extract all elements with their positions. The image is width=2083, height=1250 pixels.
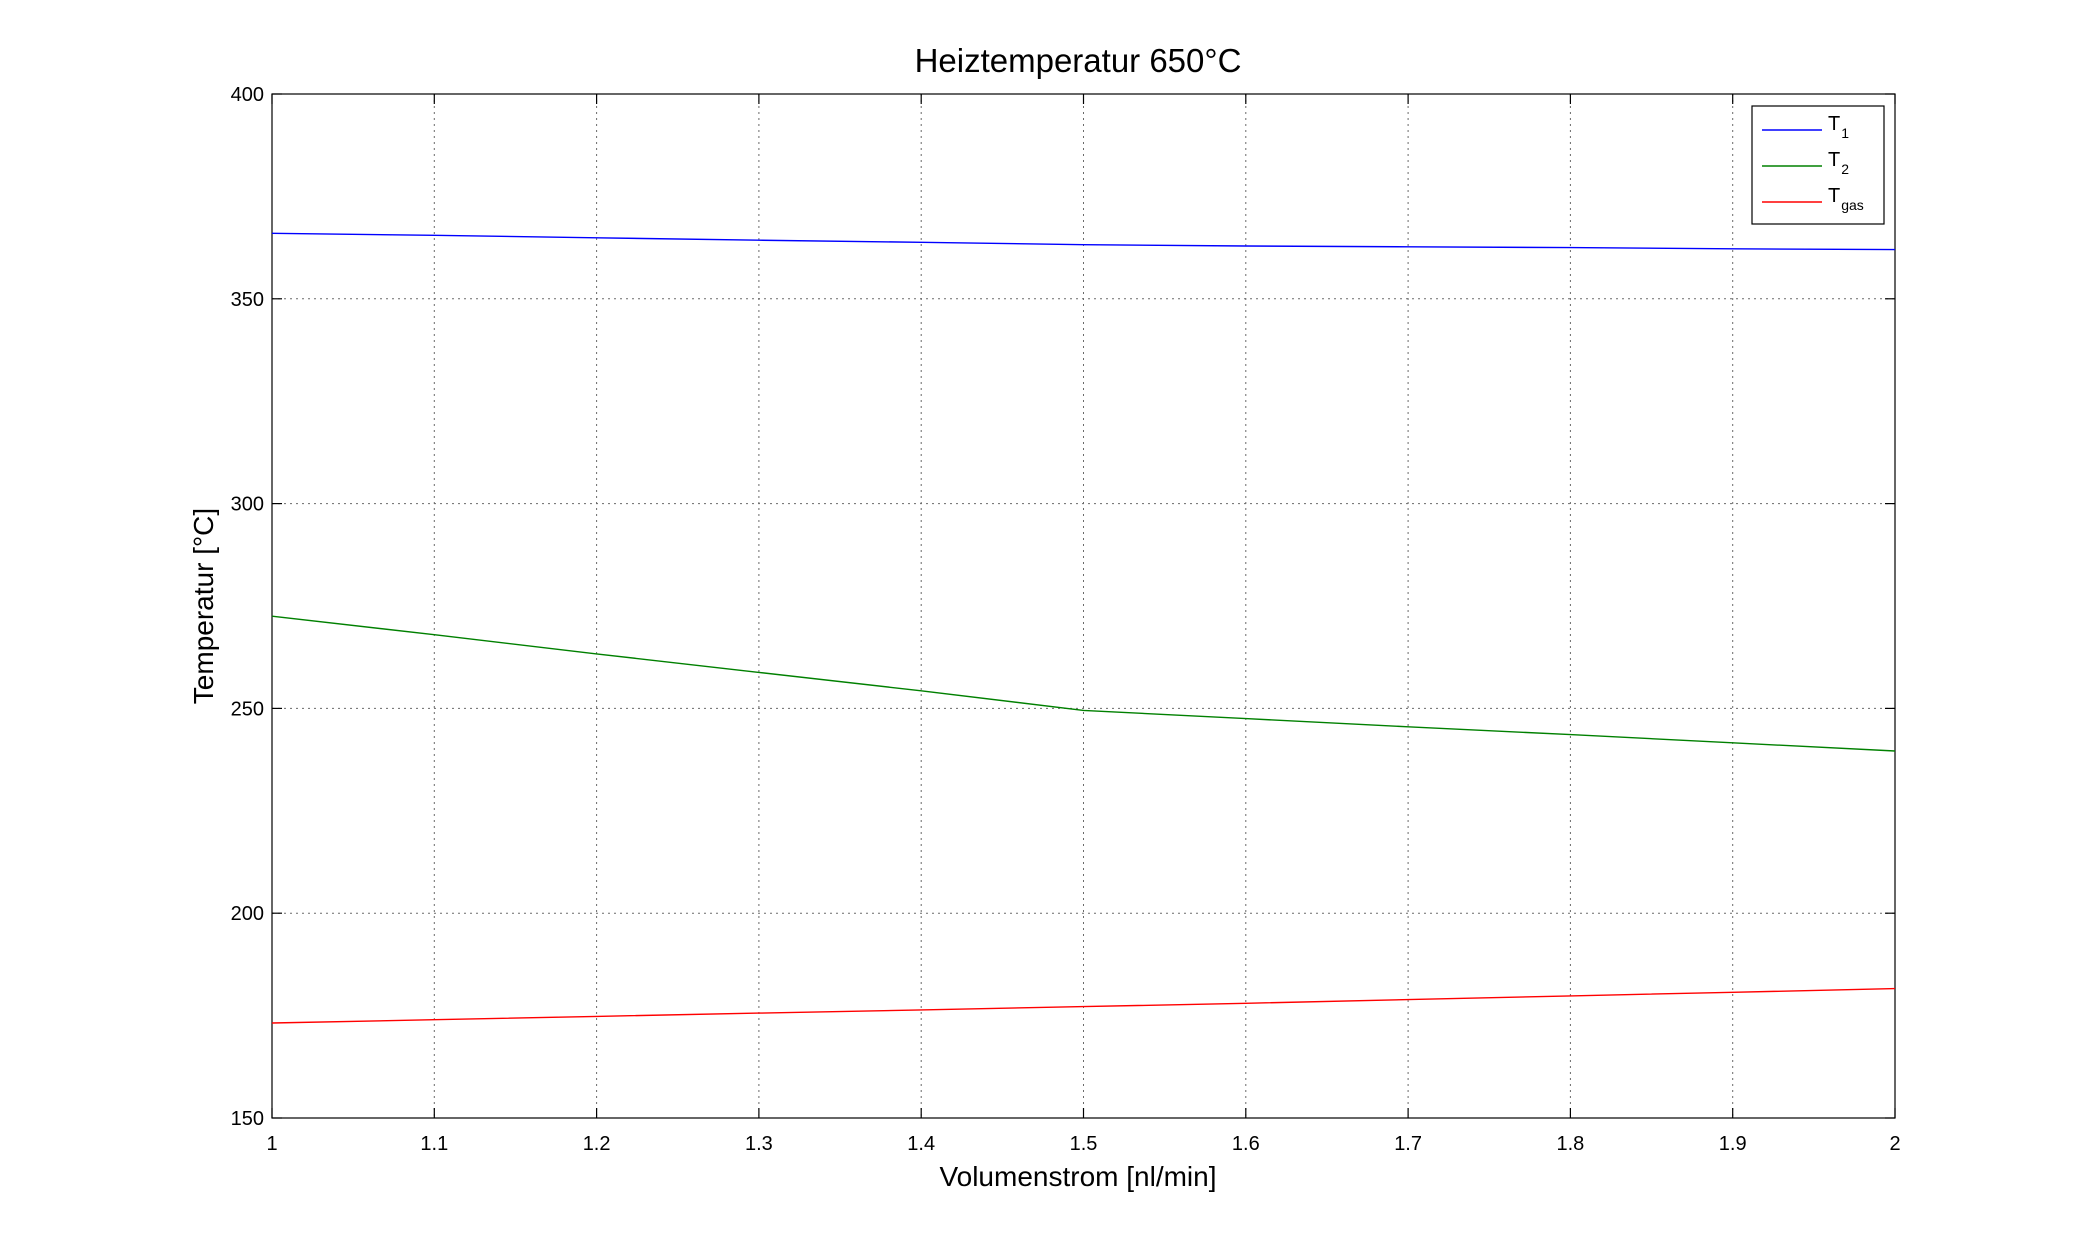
y-tick-label: 150 <box>231 1108 264 1130</box>
grid <box>272 94 1895 1118</box>
legend-box <box>1751 105 1885 225</box>
series-line-t-1 <box>271 232 1896 251</box>
y-axis-label: Temperatur [°C] <box>188 508 219 704</box>
x-tick-label: 1.3 <box>745 1133 773 1155</box>
x-tick-label: 1.1 <box>420 1133 448 1155</box>
x-tick-label: 2 <box>1889 1133 1900 1155</box>
y-tick-label: 350 <box>231 289 264 311</box>
axis-ticks: 1 1.1 1.2 1.3 1.4 1.5 1.6 1.7 1.8 1.9 2 150 200 250 30… <box>231 84 1901 1155</box>
x-tick-label: 1.2 <box>583 1133 611 1155</box>
y-tick-label: 250 <box>231 698 264 720</box>
x-tick-label: 1.5 <box>1070 1133 1098 1155</box>
y-tick-label: 400 <box>231 84 264 106</box>
x-tick-label: 1.9 <box>1719 1133 1747 1155</box>
x-tick-label: 1.7 <box>1394 1133 1422 1155</box>
x-tick-label: 1.4 <box>907 1133 935 1155</box>
chart-title: Heiztemperatur 650°C <box>915 42 1242 79</box>
x-tick-label: 1.8 <box>1556 1133 1584 1155</box>
x-axis-label: Volumenstrom [nl/min] <box>940 1161 1217 1192</box>
y-tick-label: 200 <box>231 903 264 925</box>
series-lines <box>271 232 1896 1024</box>
y-tick-label: 300 <box>231 494 264 516</box>
x-tick-label: 1 <box>266 1133 277 1155</box>
x-tick-label: 1.6 <box>1232 1133 1260 1155</box>
series-line-t-gas <box>271 987 1896 1024</box>
series-line-t-2 <box>271 615 1896 752</box>
